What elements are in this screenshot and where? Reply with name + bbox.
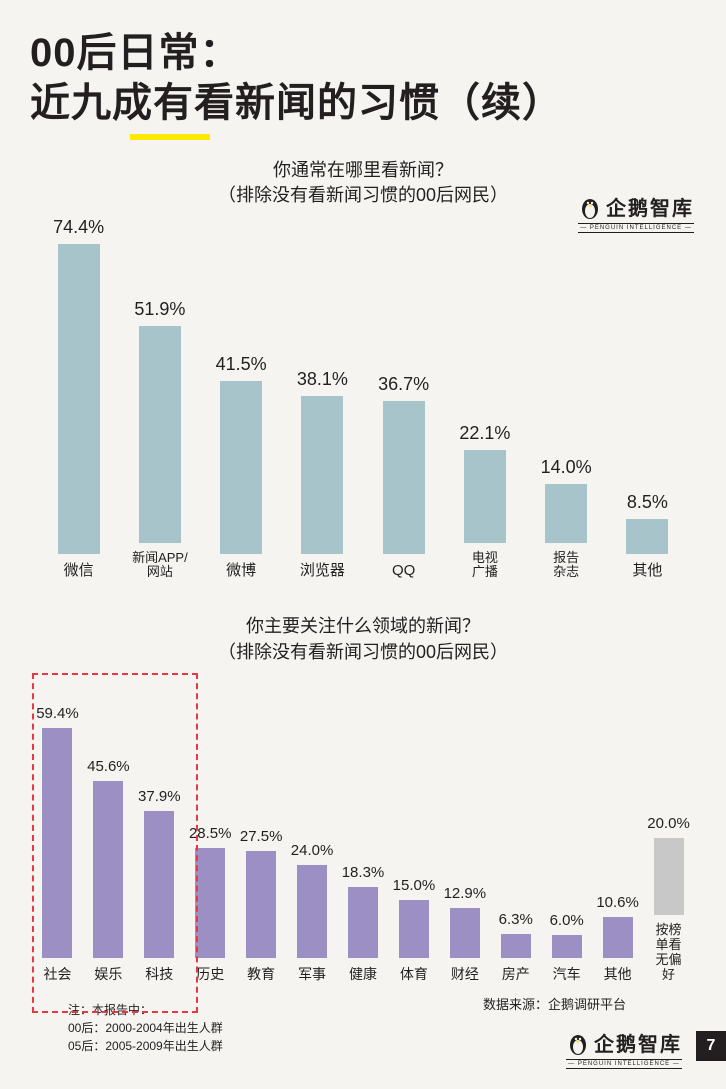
bar-label: 其他 [632, 562, 662, 580]
bar-value: 6.3% [499, 911, 533, 928]
penguin-icon [578, 193, 602, 221]
penguin-icon [566, 1029, 590, 1057]
bar [464, 450, 506, 542]
bar-label: 浏览器 [300, 562, 345, 580]
bar [144, 811, 174, 958]
bar-column: 15.0% 体育 [388, 877, 439, 983]
bar-column: 59.4% 社会 [32, 705, 83, 983]
bar-label: 微信 [64, 562, 94, 580]
bar-column: 27.5% 教育 [236, 828, 287, 982]
bar-value: 24.0% [291, 842, 334, 859]
bar-value: 27.5% [240, 828, 283, 845]
chart-2: 59.4% 社会 45.6% 娱乐 37.9% 科技 28.5% 历史 27.5% 教育 24.0%… [30, 673, 696, 983]
bar-column: 12.9% 财经 [439, 885, 490, 983]
bar [545, 484, 587, 542]
bar-value: 10.6% [596, 894, 639, 911]
question-2: 你主要关注什么领域的新闻？ （排除没有看新闻习惯的00后网民） [30, 614, 696, 664]
bar-column: 51.9% 新闻APP/网站 [119, 299, 200, 580]
bar-label: 报告杂志 [553, 551, 579, 581]
bar-column: 36.7% QQ [363, 374, 444, 580]
bar [220, 381, 262, 554]
bar-column: 8.5% 其他 [607, 492, 688, 580]
bar-column: 20.0% 按榜单看无偏好 [643, 815, 694, 983]
bar-label: 按榜单看无偏好 [656, 923, 682, 983]
data-source: 数据来源：企鹅调研平台 [483, 994, 626, 1013]
bar-column: 18.3% 健康 [338, 864, 389, 983]
bar-value: 38.1% [297, 369, 348, 390]
bar [552, 935, 582, 958]
bar-value: 20.0% [647, 815, 690, 832]
bar-value: 41.5% [216, 354, 267, 375]
page-title: 00后日常： 近九成有看新闻的习惯（续） [30, 28, 696, 128]
bar [348, 887, 378, 958]
bar [297, 865, 327, 958]
bar [626, 519, 668, 554]
bar-label: 新闻APP/网站 [132, 551, 188, 581]
bar-label: 房产 [502, 966, 530, 983]
bar-column: 28.5% 历史 [185, 825, 236, 983]
bar-value: 12.9% [444, 885, 487, 902]
bar-value: 59.4% [36, 705, 79, 722]
bar-value: 15.0% [393, 877, 436, 894]
bar-label: 汽车 [553, 966, 581, 983]
bar [603, 917, 633, 958]
bar-value: 74.4% [53, 217, 104, 238]
bar-label: QQ [392, 562, 415, 580]
bar-label: 军事 [298, 966, 326, 983]
bar-value: 18.3% [342, 864, 385, 881]
bar-column: 45.6% 娱乐 [83, 758, 134, 982]
bar-value: 37.9% [138, 788, 181, 805]
bar-label: 历史 [196, 966, 224, 983]
bar-column: 22.1% 电视广播 [444, 423, 525, 580]
bar-column: 10.6% 其他 [592, 894, 643, 983]
bar-value: 6.0% [550, 912, 584, 929]
bar-value: 36.7% [378, 374, 429, 395]
bar-value: 51.9% [134, 299, 185, 320]
bar-column: 24.0% 军事 [287, 842, 338, 983]
bar-label: 社会 [43, 966, 71, 983]
bar [246, 851, 276, 957]
bar-label: 其他 [604, 966, 632, 983]
bar [450, 908, 480, 958]
bar-value: 28.5% [189, 825, 232, 842]
bar [58, 244, 100, 554]
bar [399, 900, 429, 958]
chart-1: 74.4% 微信 51.9% 新闻APP/网站 41.5% 微博 38.1% 浏览器 36.7%… [30, 220, 696, 580]
brand-logo-footer: 企鹅智库 — PENGUIN INTELLIGENCE — [566, 1028, 682, 1069]
bar [383, 401, 425, 554]
bar-label: 健康 [349, 966, 377, 983]
bar-label: 科技 [145, 966, 173, 983]
bar-column: 41.5% 微博 [201, 354, 282, 580]
bar [501, 934, 531, 958]
title-underline [130, 134, 210, 140]
bar [195, 848, 225, 958]
bar [654, 838, 684, 915]
bar [42, 728, 72, 958]
bar-column: 38.1% 浏览器 [282, 369, 363, 581]
bar-label: 电视广播 [472, 551, 498, 581]
bar [139, 326, 181, 542]
bar [301, 396, 343, 555]
bar-value: 14.0% [541, 457, 592, 478]
bar-column: 37.9% 科技 [134, 788, 185, 983]
bar-value: 8.5% [627, 492, 668, 513]
bar-label: 教育 [247, 966, 275, 983]
bar-value: 22.1% [459, 423, 510, 444]
bar-column: 6.3% 房产 [490, 911, 541, 983]
bar-column: 74.4% 微信 [38, 217, 119, 580]
bar-column: 6.0% 汽车 [541, 912, 592, 983]
bar-label: 娱乐 [94, 966, 122, 983]
bar-label: 体育 [400, 966, 428, 983]
bar-label: 财经 [451, 966, 479, 983]
bar [93, 781, 123, 958]
bar-value: 45.6% [87, 758, 130, 775]
bar-column: 14.0% 报告杂志 [526, 457, 607, 580]
page-number: 7 [696, 1031, 726, 1061]
bar-label: 微博 [226, 562, 256, 580]
